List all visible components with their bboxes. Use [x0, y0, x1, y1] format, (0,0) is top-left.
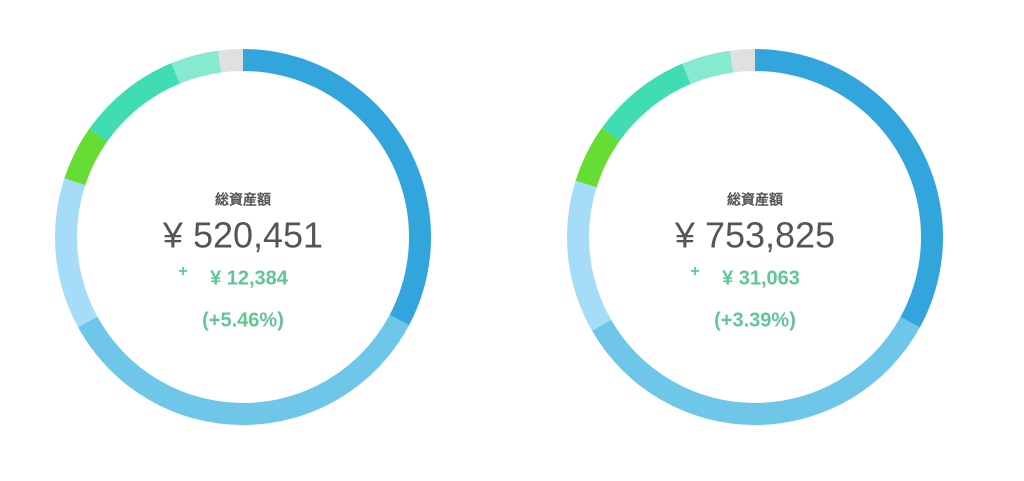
change-sign: +: [690, 263, 699, 280]
donut-segment: [682, 50, 734, 84]
total-label: 総資産額: [215, 192, 271, 208]
change-percent: (+5.46%): [202, 309, 284, 331]
donut-segment: [64, 128, 108, 186]
donut-segment: [171, 50, 222, 84]
total-value: ¥ 753,825: [674, 215, 835, 256]
donut-segment: [730, 49, 755, 73]
donut-segment: [89, 63, 180, 142]
donut-segment: [567, 180, 612, 331]
change-value: ¥ 31,063: [722, 267, 800, 289]
change-percent: (+3.39%): [714, 309, 796, 331]
change-sign: +: [178, 263, 187, 280]
donut-segment: [243, 49, 431, 326]
donut-segment: [54, 178, 98, 328]
donut-segment: [755, 49, 944, 328]
donut-segment: [591, 316, 920, 425]
total-value: ¥ 520,451: [162, 215, 323, 256]
donut-segment: [601, 63, 691, 141]
donut-segment: [575, 127, 620, 188]
change-value: ¥ 12,384: [210, 267, 289, 289]
total-label: 総資産額: [727, 192, 783, 208]
donut-segment: [218, 49, 243, 73]
donut-segment: [78, 314, 410, 425]
